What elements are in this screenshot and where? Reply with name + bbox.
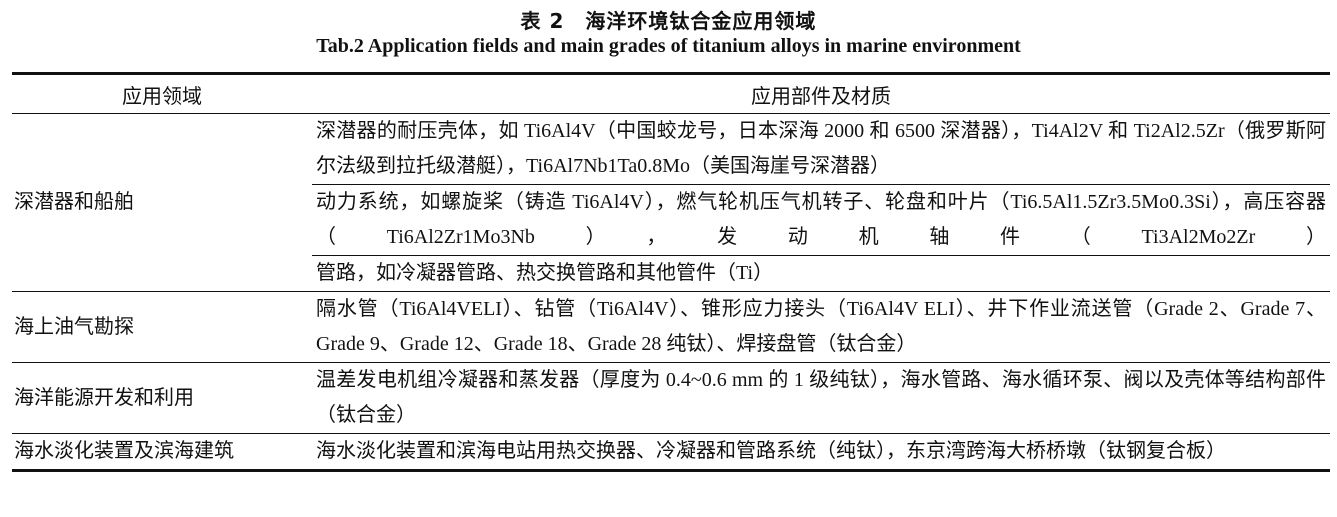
field-cell: 深潜器和船舶 xyxy=(12,113,312,292)
table-caption-zh: 表 2 海洋环境钛合金应用领域 xyxy=(520,9,817,33)
application-cell: 温差发电机组冷凝器和蒸发器（厚度为 0.4~0.6 mm 的 1 级纯钛），海水… xyxy=(312,362,1330,434)
table-row: 海洋能源开发和利用 温差发电机组冷凝器和蒸发器（厚度为 0.4~0.6 mm 的… xyxy=(12,362,1330,434)
header-row: 应用领域 应用部件及材质 xyxy=(12,73,1330,114)
field-cell: 海水淡化装置及滨海建筑 xyxy=(14,440,234,462)
table-row: 深潜器和船舶 深潜器的耐压壳体，如 Ti6Al4V（中国蛟龙号，日本深海 200… xyxy=(12,113,1330,292)
field-cell: 海上油气勘探 xyxy=(12,291,312,363)
table-caption-en: Tab.2 Application fields and main grades… xyxy=(316,35,1021,57)
application-cell: 海水淡化装置和滨海电站用热交换器、冷凝器和管路系统（纯钛），东京湾跨海大桥桥墩（… xyxy=(316,440,1226,462)
table-row: 动力系统，如螺旋桨（铸造 Ti6Al4V），燃气轮机压气机转子、轮盘和叶片（Ti… xyxy=(12,184,1330,256)
header-components: 应用部件及材质 xyxy=(312,73,1330,114)
application-cell: 深潜器的耐压壳体，如 Ti6Al4V（中国蛟龙号，日本深海 2000 和 650… xyxy=(312,113,1330,185)
application-cell: 动力系统，如螺旋桨（铸造 Ti6Al4V），燃气轮机压气机转子、轮盘和叶片（Ti… xyxy=(312,184,1330,256)
field-cell: 海洋能源开发和利用 xyxy=(12,362,312,434)
header-field: 应用领域 xyxy=(12,73,312,114)
table-row: 管路，如冷凝器管路、热交换管路和其他管件（Ti） xyxy=(12,255,1330,292)
titanium-applications-table: 应用领域 应用部件及材质 深潜器和船舶 深潜器的耐压壳体，如 Ti6Al4V（中… xyxy=(12,72,1330,472)
table-row: 海上油气勘探 隔水管（Ti6Al4VELI）、钻管（Ti6Al4V）、锥形应力接… xyxy=(12,291,1330,363)
application-cell: 隔水管（Ti6Al4VELI）、钻管（Ti6Al4V）、锥形应力接头（Ti6Al… xyxy=(312,291,1330,363)
table-row: 海水淡化装置及滨海建筑 海水淡化装置和滨海电站用热交换器、冷凝器和管路系统（纯钛… xyxy=(12,434,1330,471)
application-cell: 管路，如冷凝器管路、热交换管路和其他管件（Ti） xyxy=(312,255,1330,292)
